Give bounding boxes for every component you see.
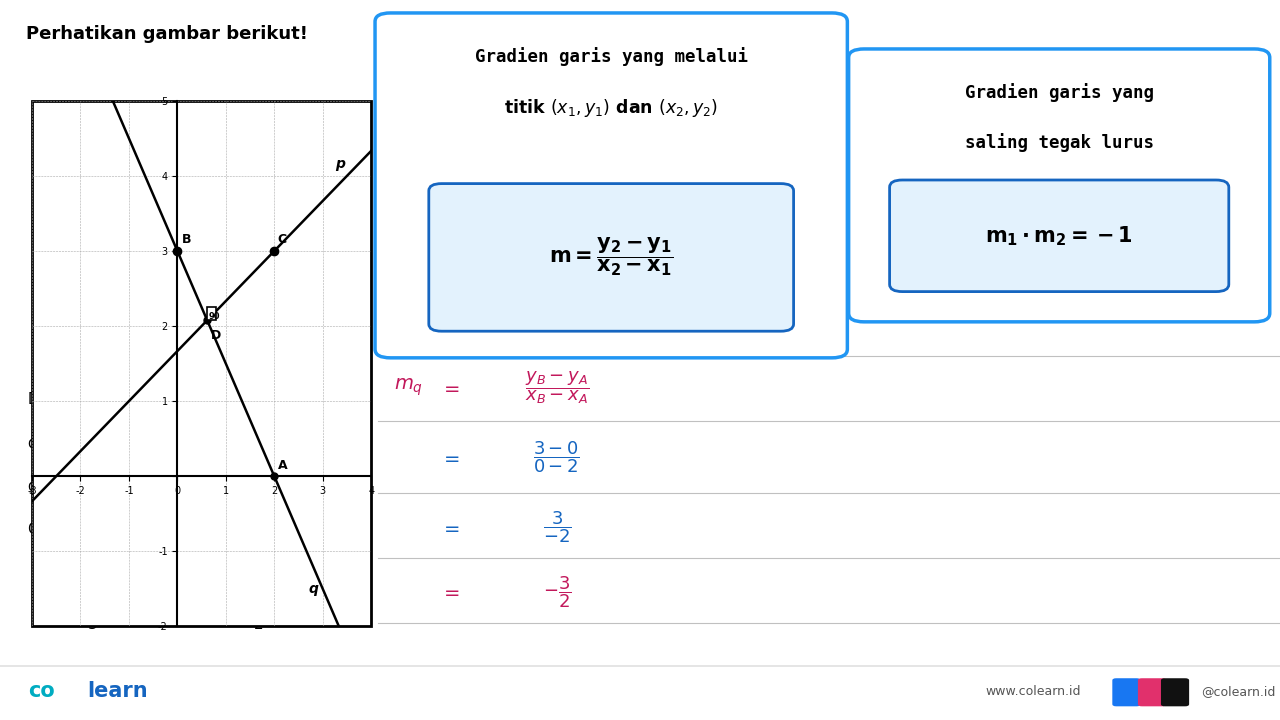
FancyBboxPatch shape xyxy=(1138,678,1166,706)
Text: $\dfrac{y_B - y_A}{x_B - x_A}$: $\dfrac{y_B - y_A}{x_B - x_A}$ xyxy=(525,369,589,405)
Text: $-\dfrac{3}{2}$: $-\dfrac{3}{2}$ xyxy=(543,574,571,610)
Text: $=$: $=$ xyxy=(440,378,461,397)
Text: tegak lurus dengan: tegak lurus dengan xyxy=(187,436,334,451)
Text: www.colearn.id: www.colearn.id xyxy=(986,685,1082,698)
Text: learn: learn xyxy=(87,681,147,701)
Text: $\dfrac{3}{2}$: $\dfrac{3}{2}$ xyxy=(87,552,99,585)
Text: Gradien garis yang: Gradien garis yang xyxy=(965,83,1153,102)
Text: A(2, 0): A(2, 0) xyxy=(266,392,316,408)
Text: 90: 90 xyxy=(209,312,220,321)
Text: D: D xyxy=(211,329,221,342)
Text: garis p yang melalui titik C(2, 3).: garis p yang melalui titik C(2, 3). xyxy=(28,479,270,494)
Text: Perhatikan gambar berikut!: Perhatikan gambar berikut! xyxy=(26,25,307,43)
FancyBboxPatch shape xyxy=(849,49,1270,322)
Text: A: A xyxy=(278,459,287,472)
Text: Diketahui garis q melalui titik: Diketahui garis q melalui titik xyxy=(28,392,250,408)
Text: $-\dfrac{2}{3}$: $-\dfrac{2}{3}$ xyxy=(241,552,265,585)
Text: saling tegak lurus: saling tegak lurus xyxy=(965,133,1153,152)
Bar xyxy=(207,307,216,320)
Text: Gradien garis p adalah ....: Gradien garis p adalah .... xyxy=(28,522,219,537)
FancyBboxPatch shape xyxy=(375,13,847,358)
Text: A.: A. xyxy=(38,562,56,576)
Text: $m_q$: $m_q$ xyxy=(394,377,424,398)
FancyBboxPatch shape xyxy=(1112,678,1140,706)
Text: dan titik: dan titik xyxy=(28,436,93,451)
Text: $=$: $=$ xyxy=(440,518,461,536)
Text: B.: B. xyxy=(38,608,55,623)
Text: D.: D. xyxy=(192,608,210,623)
Text: $\dfrac{3}{-2}$: $\dfrac{3}{-2}$ xyxy=(543,509,571,545)
Text: p: p xyxy=(335,158,344,171)
Text: C: C xyxy=(278,233,287,246)
FancyBboxPatch shape xyxy=(1161,678,1189,706)
Text: C.: C. xyxy=(192,562,209,576)
Text: $-\dfrac{3}{2}$: $-\dfrac{3}{2}$ xyxy=(241,599,265,632)
Text: titik $(x_1,y_1)$ dan $(x_2,y_2)$: titik $(x_1,y_1)$ dan $(x_2,y_2)$ xyxy=(504,97,718,120)
Text: $=$: $=$ xyxy=(440,582,461,601)
Text: Gradien garis yang melalui: Gradien garis yang melalui xyxy=(475,47,748,66)
Text: q: q xyxy=(308,582,319,595)
Text: $\dfrac{3 - 0}{0 - 2}$: $\dfrac{3 - 0}{0 - 2}$ xyxy=(534,439,580,475)
Text: @colearn.id: @colearn.id xyxy=(1201,685,1275,698)
Text: B(0, 3): B(0, 3) xyxy=(115,436,164,451)
Text: $=$: $=$ xyxy=(440,448,461,467)
Text: co: co xyxy=(28,681,55,701)
Text: $\mathbf{m_1 \cdot m_2 = -1}$: $\mathbf{m_1 \cdot m_2 = -1}$ xyxy=(986,224,1133,248)
Text: $\dfrac{2}{3}$: $\dfrac{2}{3}$ xyxy=(87,599,99,632)
FancyBboxPatch shape xyxy=(429,184,794,331)
FancyBboxPatch shape xyxy=(890,180,1229,292)
Text: $\mathbf{m = \dfrac{y_2 - y_1}{x_2 - x_1}}$: $\mathbf{m = \dfrac{y_2 - y_1}{x_2 - x_1… xyxy=(549,236,673,279)
Text: B: B xyxy=(182,233,192,246)
